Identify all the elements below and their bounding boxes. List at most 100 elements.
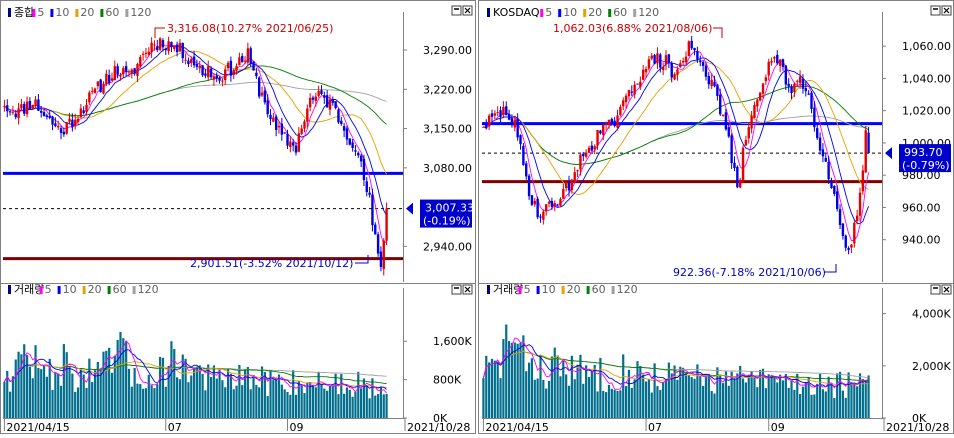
high-annotation: 3,316.08(10.27% 2021/06/25) [167,22,333,35]
volume-bar [337,394,340,418]
candle-body [641,69,645,80]
candle-body [496,112,499,114]
candle-body [122,68,125,75]
volume-bar [351,396,354,418]
candle-body [241,55,244,63]
candle-body [562,189,565,199]
candle-body [787,83,790,87]
candle-body [317,90,320,96]
legend-ma-swatch [536,286,540,294]
candle-body [590,145,594,151]
current-change-label: (-0.19%) [423,215,471,228]
volume-bar [110,372,114,418]
candle-body [34,99,37,107]
candle-body [513,119,517,128]
candle-body [198,66,201,69]
y-tick-label: 3,150.00 [423,123,472,136]
candle-body [841,223,845,236]
candle-body [844,235,847,248]
candle-body [855,215,859,222]
volume-bar [573,379,576,418]
candle-body [141,53,145,55]
candle-body [741,147,745,182]
candle-body [861,170,865,192]
candle-body [736,166,739,188]
candle-body [647,59,651,69]
moving-average-ma120 [4,81,387,117]
legend-ma-swatch [39,286,43,294]
candle-body [584,152,588,157]
candle-body [719,94,722,115]
volume-bar [856,386,859,418]
candle-body [170,42,173,47]
candle-body [499,110,502,117]
volume-bar [613,390,616,418]
candle-body [673,74,676,80]
x-tick-label: 09 [290,421,304,434]
candle-body [8,111,12,113]
candle-body [733,162,736,169]
legend-title: 거래량 [14,283,44,296]
candle-body [847,248,850,250]
left-panel-frame [0,0,476,434]
volume-bar [519,342,522,418]
candle-body [90,90,94,92]
candle-body [45,115,49,118]
candle-body [164,48,167,51]
volume-bar [545,388,548,418]
candle-body [522,145,525,165]
volume-bar [636,361,639,418]
moving-average-ma10 [483,57,870,225]
candle-body [269,114,272,120]
maximize-icon[interactable] [451,284,462,295]
legend-title: 거래량 [493,283,523,296]
volume-bar [6,370,9,418]
candle-body [602,124,605,135]
volume-bar [667,362,670,418]
volume-bar [502,339,505,418]
candle-body [365,181,368,193]
candle-body [59,128,63,133]
maximize-icon[interactable] [451,5,462,16]
volume-bar [175,377,179,418]
candle-body [599,130,602,134]
volume-bar [593,364,596,418]
volume-bar [34,345,37,418]
candle-body [687,41,691,56]
volume-bar [159,356,162,418]
maximize-icon[interactable] [930,5,941,16]
volume-bar [776,382,779,418]
y-tick-label: 940.00 [902,234,941,247]
volume-bar [317,371,320,418]
candle-body [283,132,286,134]
candle-body [690,40,693,49]
candle-body [362,158,366,181]
volume-bar [739,365,742,418]
legend-marker [487,8,490,17]
volume-bar [249,389,252,418]
volume-bar [309,381,312,418]
volume-bar [255,384,258,418]
volume-bar [656,386,659,418]
legend-ma-swatch [583,9,587,17]
high-annotation: 1,062.03(6.88% 2021/08/06) [553,22,712,35]
candle-body [793,83,796,92]
maximize-icon[interactable] [930,284,941,295]
volume-bar [62,344,65,418]
candle-body [238,57,241,66]
volume-bar [382,394,385,418]
volume-bar [659,390,662,418]
volume-bar [280,384,283,418]
candle-body [14,113,17,118]
volume-bar [607,384,611,418]
volume-bar [218,369,221,418]
candle-body [727,127,730,137]
volume-bar [647,379,650,418]
candle-body [827,161,830,180]
volume-bar [127,368,131,418]
candle-body [192,56,196,66]
candle-body [260,92,264,96]
low-annotation: 2,901.51(-3.52% 2021/10/12) [190,257,353,270]
